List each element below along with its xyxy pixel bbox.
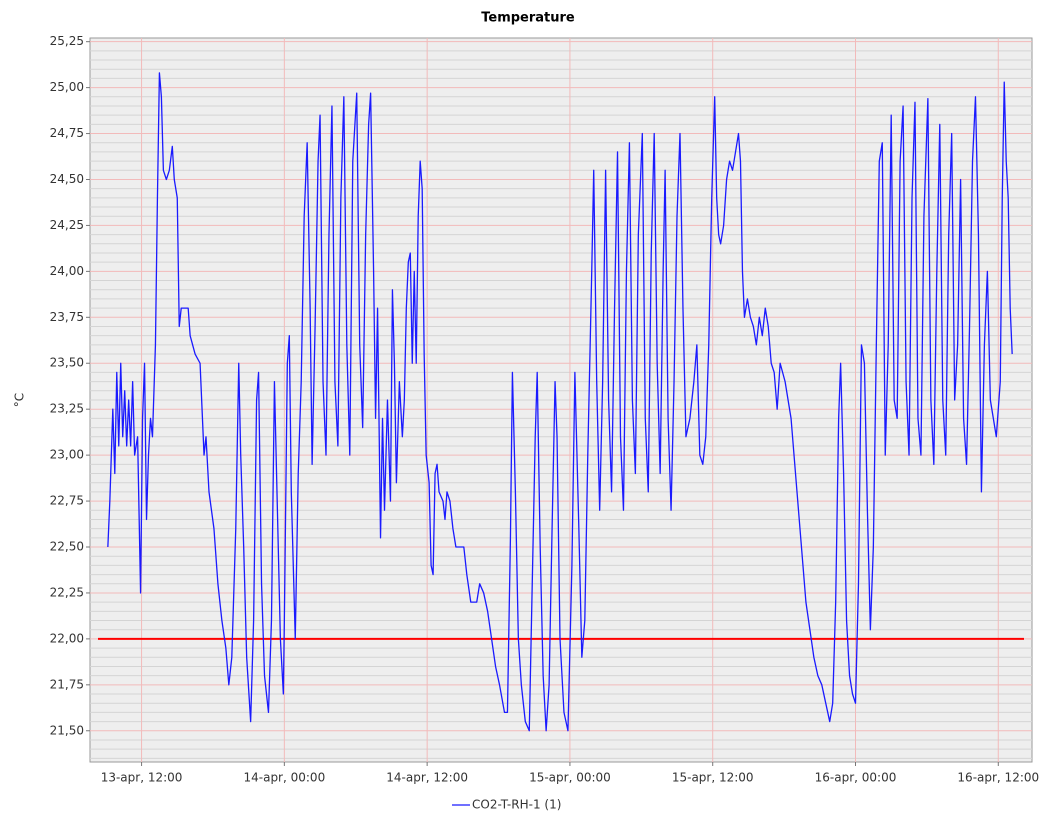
y-tick-label: 24,75 [50,126,84,140]
x-tick-label: 14-apr, 00:00 [243,771,325,785]
legend-label: CO2-T-RH-1 (1) [472,798,561,812]
y-tick-label: 23,25 [50,402,84,416]
x-tick-label: 14-apr, 12:00 [386,771,468,785]
y-tick-label: 21,75 [50,677,84,691]
y-tick-label: 22,00 [50,631,84,645]
y-tick-label: 21,50 [50,723,84,737]
x-tick-label: 15-apr, 00:00 [529,771,611,785]
y-tick-label: 25,00 [50,80,84,94]
y-tick-label: 24,00 [50,264,84,278]
y-tick-label: 25,25 [50,34,84,48]
y-tick-label: 23,00 [50,448,84,462]
chart-title: Temperature [481,11,575,26]
y-tick-label: 24,25 [50,218,84,232]
x-tick-label: 16-apr, 12:00 [957,771,1039,785]
data-line [107,72,1013,732]
y-tick-label: 23,50 [50,356,84,370]
x-tick-label: 13-apr, 12:00 [101,771,183,785]
x-tick-label: 16-apr, 00:00 [815,771,897,785]
y-tick-label: 24,50 [50,172,84,186]
y-tick-label: 22,75 [50,494,84,508]
y-tick-label: 23,75 [50,310,84,324]
y-tick-label: 22,50 [50,540,84,554]
y-tick-label: 22,25 [50,585,84,599]
x-tick-label: 15-apr, 12:00 [672,771,754,785]
y-axis-label: °C [13,393,27,407]
